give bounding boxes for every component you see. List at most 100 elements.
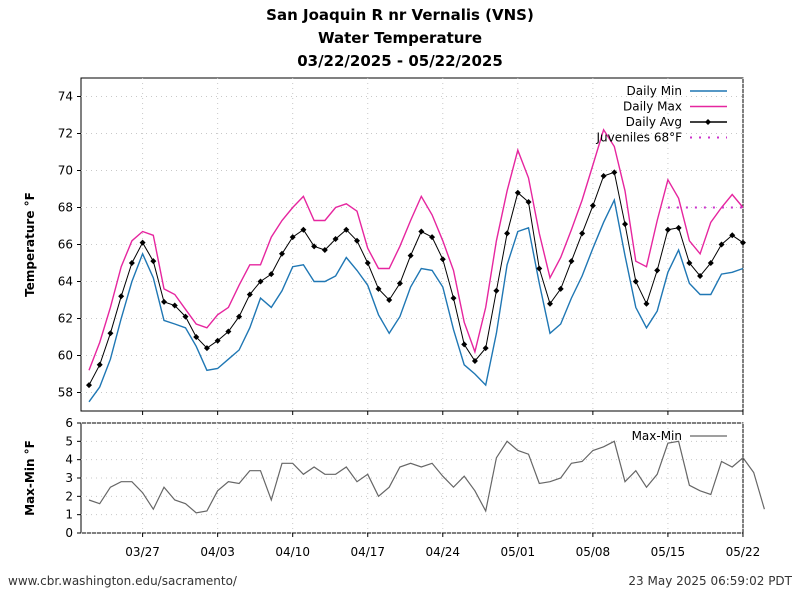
daily-avg-point <box>268 271 275 278</box>
legend-label: Daily Avg <box>626 115 682 129</box>
daily-avg-point <box>193 334 200 340</box>
daily-avg-point <box>107 330 114 337</box>
daily-avg-point <box>600 173 607 180</box>
daily-avg-point <box>493 287 500 294</box>
daily-avg-point <box>557 285 564 292</box>
daily-avg-point <box>643 300 650 307</box>
daily-avg-point <box>236 313 243 320</box>
range-ylabel: Max-Min °F <box>23 440 37 516</box>
daily-avg-point <box>654 267 661 274</box>
chart-date-range: 03/22/2025 - 05/22/2025 <box>297 52 503 70</box>
xtick-label: 05/15 <box>651 545 686 559</box>
daily-avg-point <box>664 226 671 233</box>
daily-max-line <box>88 128 744 371</box>
daily-avg-point <box>86 382 92 389</box>
range-ytick-label: 2 <box>65 489 73 503</box>
daily-avg-point <box>729 232 736 239</box>
temp-ytick-label: 60 <box>58 349 73 363</box>
daily-avg-point <box>396 280 403 287</box>
daily-avg-point <box>364 260 371 266</box>
temp-ylabel: Temperature °F <box>23 192 37 297</box>
temp-ytick-label: 62 <box>58 312 73 326</box>
source-url[interactable]: www.cbr.washington.edu/sacramento/ <box>8 574 237 588</box>
daily-avg-point <box>246 291 253 298</box>
chart-title: San Joaquin R nr Vernalis (VNS) <box>266 6 534 24</box>
range-ytick-label: 0 <box>65 526 73 540</box>
xtick-label: 05/08 <box>576 545 611 559</box>
daily-avg-point <box>686 260 693 266</box>
daily-avg-point <box>139 239 146 246</box>
daily-avg-point <box>504 230 511 237</box>
daily-avg-point <box>697 272 704 279</box>
daily-avg-point <box>707 260 714 266</box>
max-min-line <box>88 440 765 514</box>
daily-avg-point <box>471 358 478 365</box>
daily-avg-point <box>225 328 232 335</box>
xtick-label: 03/27 <box>125 545 160 559</box>
legend-label: Juveniles 68°F <box>595 131 682 145</box>
generated-timestamp: 23 May 2025 06:59:02 PDT <box>628 574 792 588</box>
daily-avg-point <box>300 226 307 233</box>
daily-avg-point <box>343 226 350 233</box>
daily-avg-point <box>525 198 532 205</box>
daily-avg-point <box>203 345 210 352</box>
daily-avg-point <box>546 300 553 307</box>
daily-avg-point <box>311 243 318 250</box>
daily-avg-point <box>611 169 618 176</box>
daily-avg-point <box>278 250 285 257</box>
range-ytick-label: 1 <box>65 508 73 522</box>
daily-avg-point <box>568 258 575 265</box>
daily-avg-point <box>622 221 629 228</box>
daily-avg-point <box>161 298 168 305</box>
daily-avg-point <box>579 230 586 237</box>
daily-avg-point <box>418 228 425 235</box>
legend-label: Max-Min <box>632 429 682 443</box>
chart-subtitle: Water Temperature <box>318 29 482 47</box>
daily-avg-point <box>128 260 135 266</box>
daily-avg-point <box>289 234 296 241</box>
daily-avg-point <box>718 241 725 248</box>
range-ytick-label: 6 <box>65 416 73 430</box>
legend-label: Daily Max <box>623 100 682 114</box>
daily-avg-point <box>354 237 361 244</box>
daily-avg-point <box>118 293 125 300</box>
temp-ytick-label: 72 <box>58 127 73 141</box>
legend-marker <box>705 119 711 125</box>
xtick-label: 04/17 <box>350 545 385 559</box>
daily-avg-point <box>407 252 414 259</box>
temp-ytick-label: 74 <box>58 90 73 104</box>
temp-ytick-label: 64 <box>58 275 73 289</box>
temp-ytick-label: 68 <box>58 201 73 215</box>
range-ytick-label: 3 <box>65 471 73 485</box>
daily-avg-point <box>96 361 103 368</box>
xtick-label: 04/03 <box>200 545 235 559</box>
daily-avg-point <box>321 247 328 254</box>
daily-avg-point <box>450 295 457 302</box>
daily-avg-point <box>171 302 178 309</box>
xtick-label: 05/01 <box>501 545 536 559</box>
xtick-label: 05/22 <box>726 545 761 559</box>
daily-avg-point <box>214 337 221 344</box>
daily-avg-point <box>375 285 382 292</box>
daily-avg-point <box>439 256 446 263</box>
daily-avg-point <box>536 265 543 272</box>
daily-avg-point <box>482 345 489 352</box>
daily-avg-point <box>429 234 436 241</box>
daily-avg-point <box>589 202 596 209</box>
daily-avg-point <box>675 224 682 231</box>
daily-avg-point <box>332 235 339 242</box>
temp-ytick-label: 70 <box>58 164 73 178</box>
temp-ytick-label: 66 <box>58 238 73 252</box>
range-ytick-label: 5 <box>65 434 73 448</box>
xtick-label: 04/10 <box>275 545 310 559</box>
daily-avg-point <box>632 278 639 285</box>
temp-ytick-label: 58 <box>58 386 73 400</box>
legend-label: Daily Min <box>627 84 682 98</box>
daily-avg-point <box>514 189 521 196</box>
daily-avg-point <box>739 239 746 246</box>
daily-min-line <box>88 197 744 403</box>
range-ytick-label: 4 <box>65 453 73 467</box>
xtick-label: 04/24 <box>425 545 460 559</box>
daily-avg-point <box>461 341 468 348</box>
